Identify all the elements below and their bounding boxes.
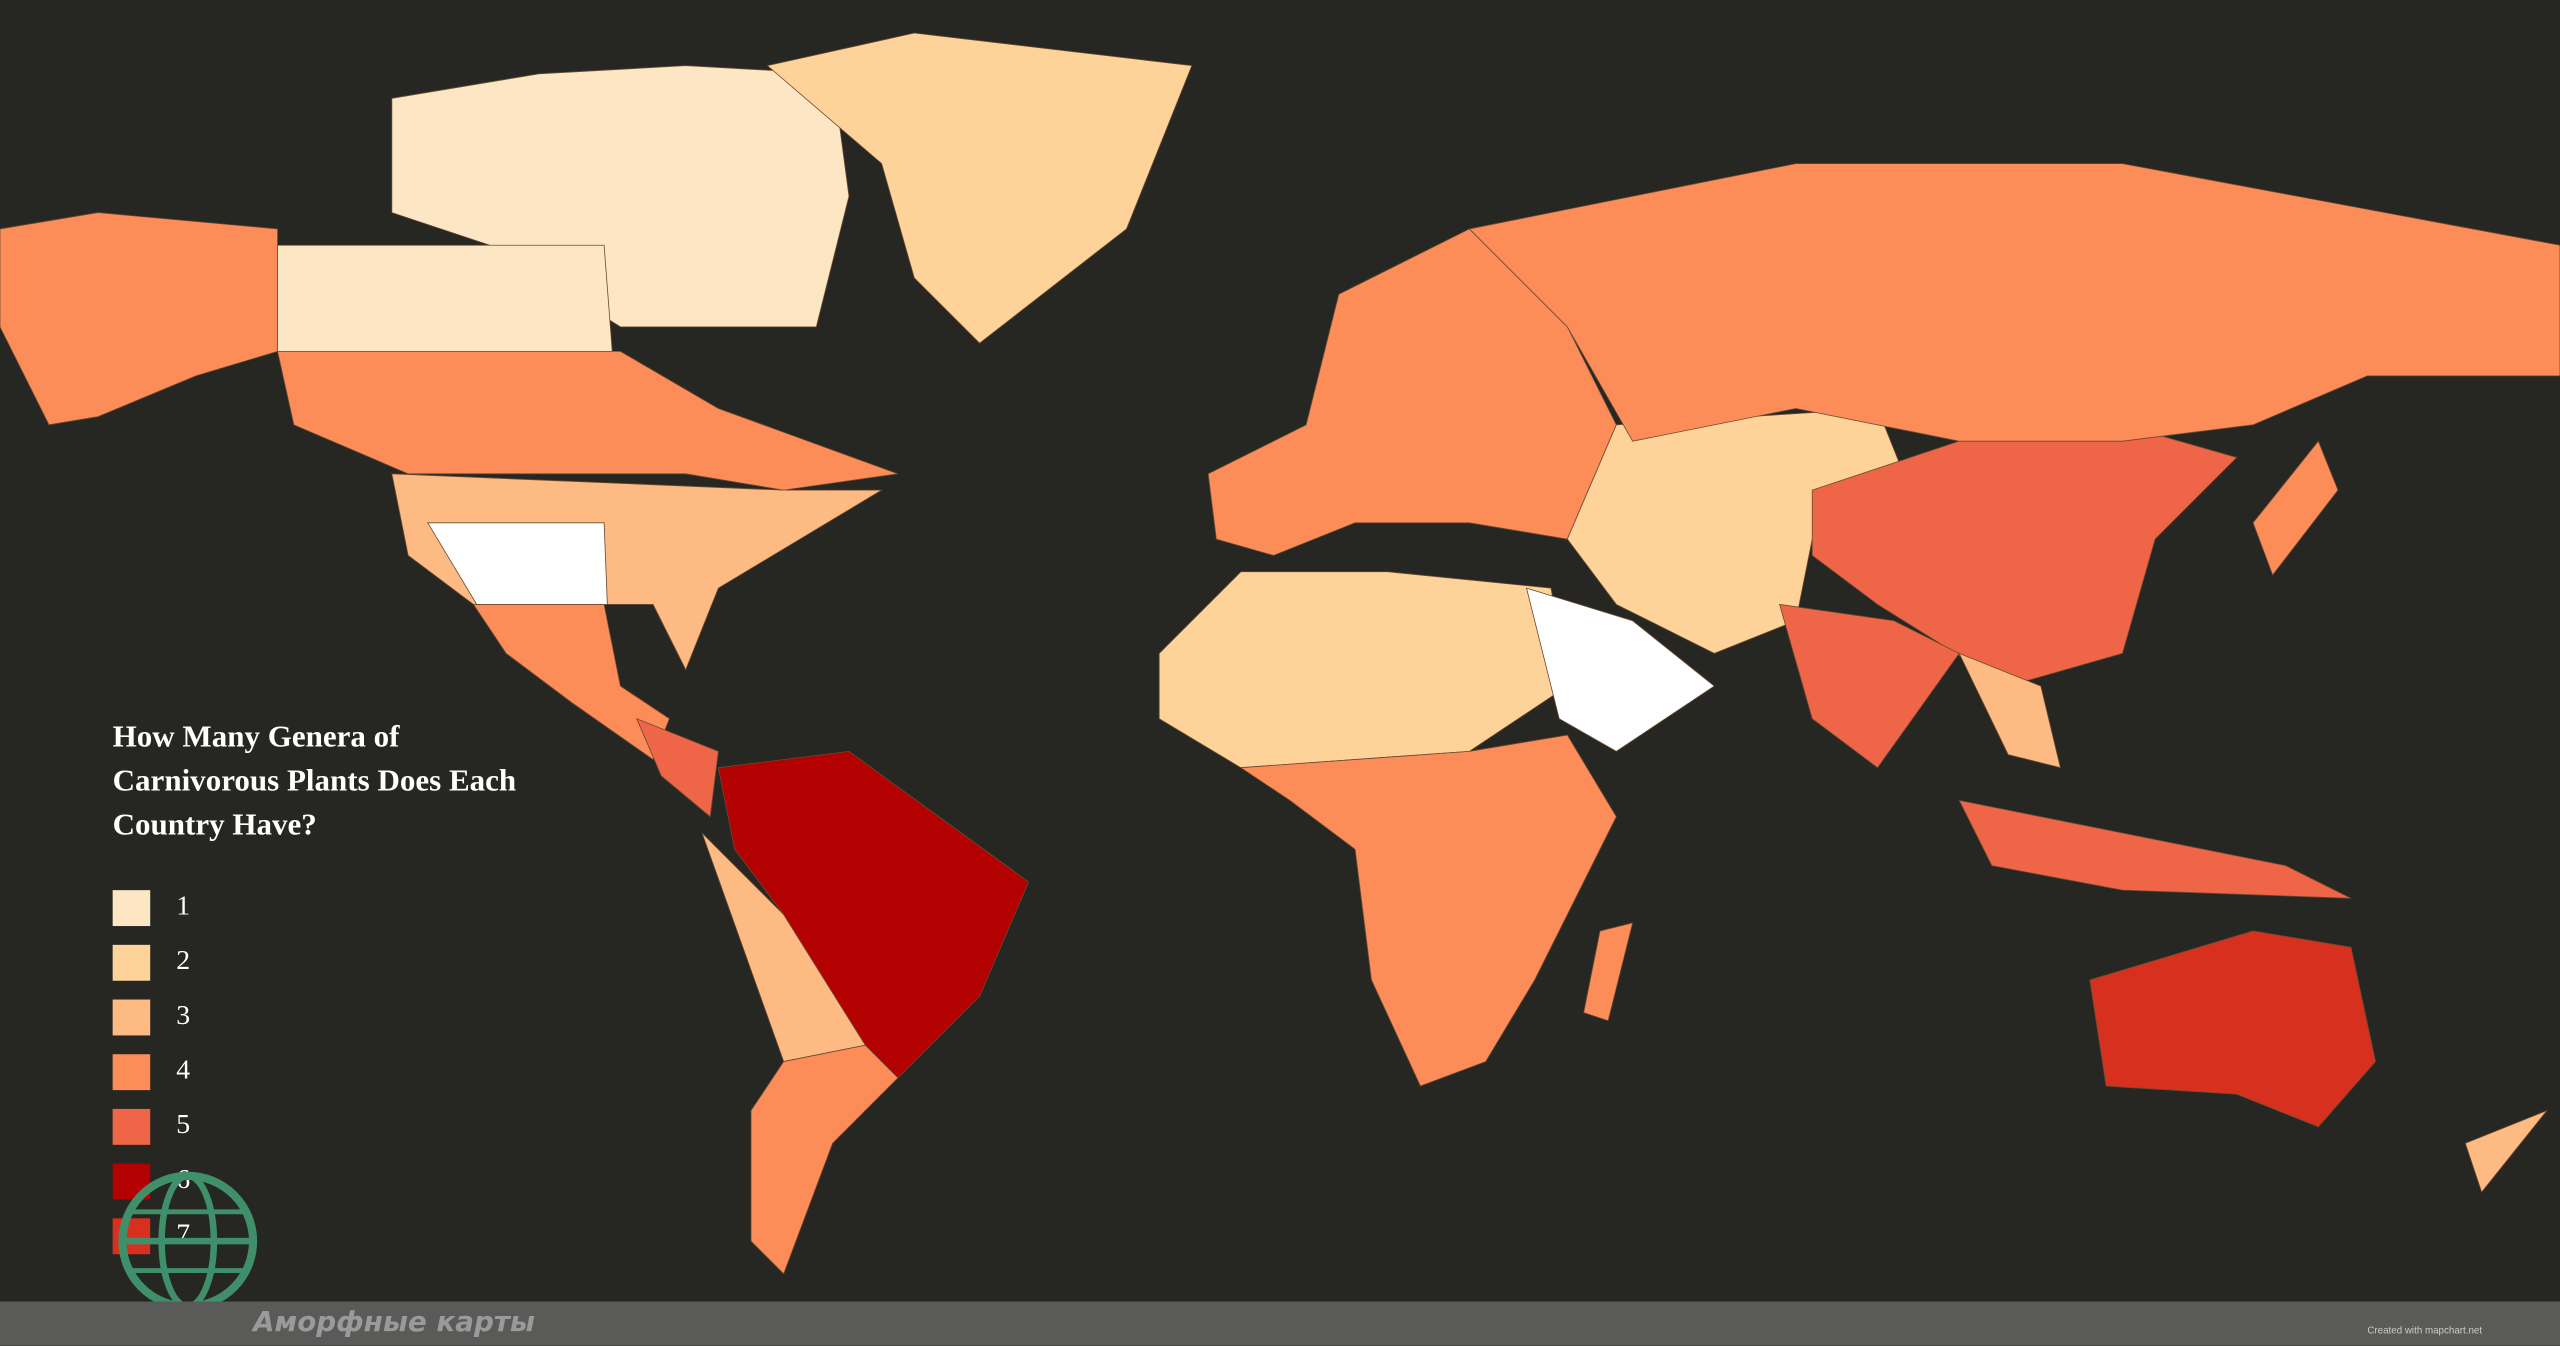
watermark-logo — [118, 1171, 258, 1311]
credit-text: Created with mapchart.net — [2367, 1326, 2482, 1337]
country-region — [750, 1044, 899, 1275]
country-region — [277, 244, 613, 352]
watermark-text: Аморфные карты — [251, 1305, 535, 1338]
legend-swatch — [112, 1218, 151, 1255]
country-regions — [0, 32, 2560, 1275]
legend-swatch — [112, 944, 151, 981]
country-region — [1468, 163, 2560, 442]
country-region — [1525, 587, 1715, 752]
legend-label: 3 — [176, 1000, 190, 1031]
legend-label: 1 — [176, 890, 190, 921]
country-region — [1779, 603, 1960, 769]
country-region — [0, 212, 278, 426]
legend-swatch — [112, 890, 151, 927]
country-region — [2464, 1109, 2549, 1194]
legend-label: 5 — [176, 1109, 190, 1140]
legend-label: 7 — [176, 1219, 190, 1250]
legend-swatch — [112, 1054, 151, 1091]
country-region — [2089, 930, 2376, 1128]
map-title-line: Country Have? — [113, 807, 317, 842]
country-region — [1239, 734, 1617, 1087]
legend-label: 2 — [176, 945, 190, 976]
map-title-line: How Many Genera of — [113, 718, 401, 753]
country-region — [427, 522, 608, 605]
legend-label: 4 — [176, 1055, 190, 1086]
legend-swatch — [112, 1108, 151, 1145]
country-region — [635, 717, 719, 818]
map-title-line: Carnivorous Plants Does Each — [113, 763, 517, 798]
country-region — [391, 65, 850, 328]
country-region — [1958, 799, 2352, 899]
legend-swatch — [112, 999, 151, 1036]
country-region — [1583, 922, 1634, 1022]
country-region — [766, 32, 1193, 344]
country-region — [2252, 440, 2339, 576]
country-region — [1958, 652, 2061, 769]
footer-bar — [0, 1301, 2560, 1346]
